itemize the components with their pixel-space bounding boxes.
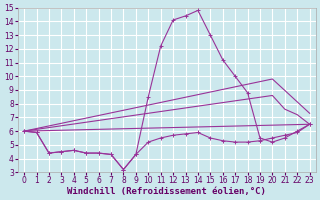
X-axis label: Windchill (Refroidissement éolien,°C): Windchill (Refroidissement éolien,°C) bbox=[68, 187, 266, 196]
